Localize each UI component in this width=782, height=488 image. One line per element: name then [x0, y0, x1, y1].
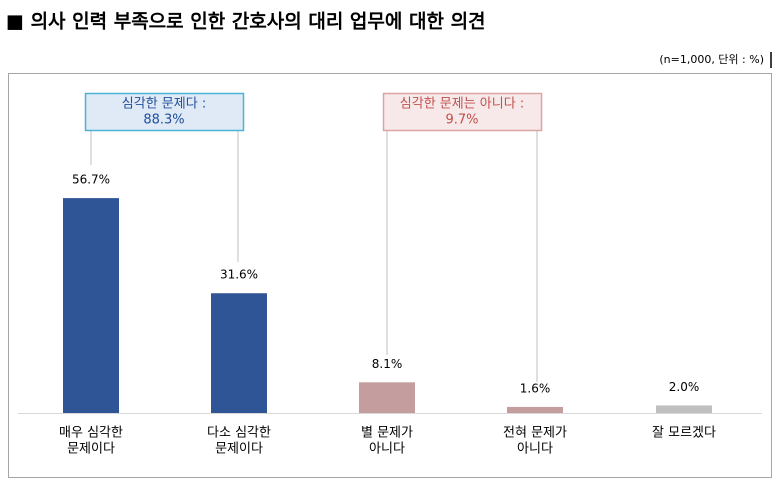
x-tick-label: 매우 심각한: [59, 426, 123, 441]
summary-text: 심각한 문제는 아니다 :: [400, 97, 524, 112]
x-tick-label: 전혀 문제가: [503, 426, 567, 441]
x-tick-label: 별 문제가: [361, 426, 413, 441]
x-tick-label: 다소 심각한: [207, 426, 271, 441]
value-label: 2.0%: [669, 380, 700, 394]
bar: [507, 406, 563, 413]
summary-box: [382, 92, 543, 132]
x-tick-label: 문제이다: [215, 442, 263, 457]
bar: [63, 198, 119, 413]
bar: [656, 405, 712, 413]
frame: [8, 73, 772, 478]
connectors: [90, 130, 538, 382]
summary-text: 9.7%: [445, 113, 478, 128]
summary-text: 88.3%: [143, 113, 184, 128]
bar: [211, 293, 267, 413]
value-label: 31.6%: [220, 268, 258, 282]
value-label: 56.7%: [72, 173, 110, 187]
value-label: 8.1%: [372, 357, 403, 371]
x-tick-label: 아니다: [369, 442, 405, 457]
x-tick-label: 잘 모르겠다: [652, 426, 716, 441]
value-label: 1.6%: [520, 381, 551, 395]
x-tick-label: 아니다: [517, 442, 553, 457]
chart-subtitle: (n=1,000, 단위 : %): [659, 53, 764, 66]
summary-box: [84, 92, 245, 132]
chart-title: ■ 의사 인력 부족으로 인한 간호사의 대리 업무에 대한 의견: [6, 11, 486, 33]
bar: [359, 382, 415, 413]
x-tick-label: 문제이다: [67, 442, 115, 457]
summary-text: 심각한 문제다 :: [122, 97, 206, 112]
